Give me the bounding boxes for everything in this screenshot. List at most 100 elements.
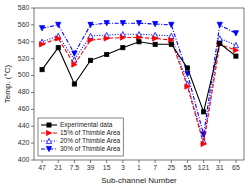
legend-marker: [46, 130, 51, 135]
x-tick: [42, 160, 43, 163]
x-tick: [74, 160, 75, 163]
x-tick-label: 25: [167, 164, 175, 171]
y-tick: [31, 92, 34, 93]
x-tick-label: 55: [184, 164, 192, 171]
series-marker: [201, 141, 206, 146]
series-marker: [136, 21, 141, 26]
series-marker: [218, 41, 222, 45]
legend: Experimental data15% of Thimble Area20% …: [38, 118, 123, 156]
y-tick-label: 480: [18, 88, 30, 95]
x-tick: [171, 160, 172, 163]
y-tick-label: 440: [18, 122, 30, 129]
y-tick: [31, 58, 34, 59]
series-marker: [72, 82, 76, 86]
x-tick: [219, 160, 220, 163]
x-tick: [106, 160, 107, 163]
legend-marker: [47, 123, 51, 127]
legend-label: Experimental data: [60, 121, 113, 129]
x-tick-label: 31: [216, 164, 224, 171]
series-marker: [56, 22, 61, 27]
series-line: [42, 38, 236, 144]
y-tick-label: 560: [18, 21, 30, 28]
x-tick: [58, 160, 59, 163]
series-marker: [217, 42, 222, 47]
y-tick: [31, 24, 34, 25]
series-marker: [185, 66, 189, 70]
y-tick: [31, 143, 34, 144]
series-marker: [233, 48, 238, 53]
y-tick-label: 580: [18, 4, 30, 11]
x-tick: [90, 160, 91, 163]
x-tick: [155, 160, 156, 163]
legend-marker: [46, 146, 51, 151]
legend-label: 30% of Thimble Area: [60, 145, 121, 152]
series-marker: [104, 36, 109, 41]
x-tick-label: 65: [232, 164, 240, 171]
series-marker: [137, 40, 141, 44]
series-marker: [217, 22, 222, 27]
x-tick-label: 21: [54, 164, 62, 171]
series-marker: [121, 46, 125, 50]
x-tick: [235, 160, 236, 163]
x-tick: [122, 160, 123, 163]
x-tick-label: 7.5: [70, 164, 80, 171]
series-marker: [185, 84, 190, 89]
legend-box: [38, 118, 123, 156]
chart: 400 420 440 460 480 500 520 540 560 580 47 21 7.5 39 1…: [0, 0, 252, 187]
series-marker: [56, 46, 60, 50]
series-marker: [72, 51, 77, 56]
series-marker: [217, 36, 222, 41]
x-tick-label: 39: [87, 164, 95, 171]
series: [40, 40, 238, 114]
series-marker: [233, 43, 238, 48]
y-tick: [31, 41, 34, 42]
x-tick: [139, 160, 140, 163]
legend-label: 20% of Thimble Area: [60, 137, 121, 144]
x-tick-label: 7: [153, 164, 157, 171]
y-tick: [31, 160, 34, 161]
series-marker: [153, 21, 158, 26]
x-tick: [187, 160, 188, 163]
x-tick-label: 15: [103, 164, 111, 171]
y-tick: [31, 75, 34, 76]
y-tick-label: 540: [18, 38, 30, 45]
x-axis-label: Sub-channel Number: [101, 176, 177, 185]
y-tick: [31, 126, 34, 127]
series-marker: [120, 35, 125, 40]
series-marker: [120, 21, 125, 26]
plot-area: [39, 21, 238, 147]
series-marker: [40, 68, 44, 72]
y-tick: [31, 8, 34, 9]
y-tick-label: 420: [18, 139, 30, 146]
series-marker: [88, 22, 93, 27]
series: [39, 32, 238, 144]
chart-container: 400 420 440 460 480 500 520 540 560 580 47 21 7.5 39 1…: [0, 0, 252, 187]
series-marker: [234, 54, 238, 58]
y-tick-label: 400: [18, 156, 30, 163]
series-line: [42, 34, 236, 141]
plot-frame: [34, 8, 244, 160]
x-tick-label: 121: [198, 164, 210, 171]
series-marker: [88, 37, 93, 42]
series-marker: [153, 36, 158, 41]
series-marker: [72, 62, 77, 67]
x-tick-label: 3: [121, 164, 125, 171]
series-marker: [88, 58, 92, 62]
y-tick-label: 520: [18, 55, 30, 62]
series-marker: [233, 31, 238, 36]
series-marker: [104, 21, 109, 26]
series-marker: [169, 22, 174, 27]
y-tick-label: 460: [18, 105, 30, 112]
y-axis-label: Temp. (°C): [3, 65, 12, 104]
series-marker: [39, 42, 44, 47]
series: [39, 35, 238, 147]
legend-label: 15% of Thimble Area: [60, 129, 121, 136]
series-marker: [153, 42, 157, 46]
legend-marker: [46, 138, 51, 143]
series-marker: [56, 36, 61, 41]
series-marker: [169, 42, 173, 46]
series-line: [42, 42, 236, 112]
y-tick-label: 500: [18, 71, 30, 78]
series-marker: [105, 52, 109, 56]
x-tick-label: 47: [38, 164, 46, 171]
